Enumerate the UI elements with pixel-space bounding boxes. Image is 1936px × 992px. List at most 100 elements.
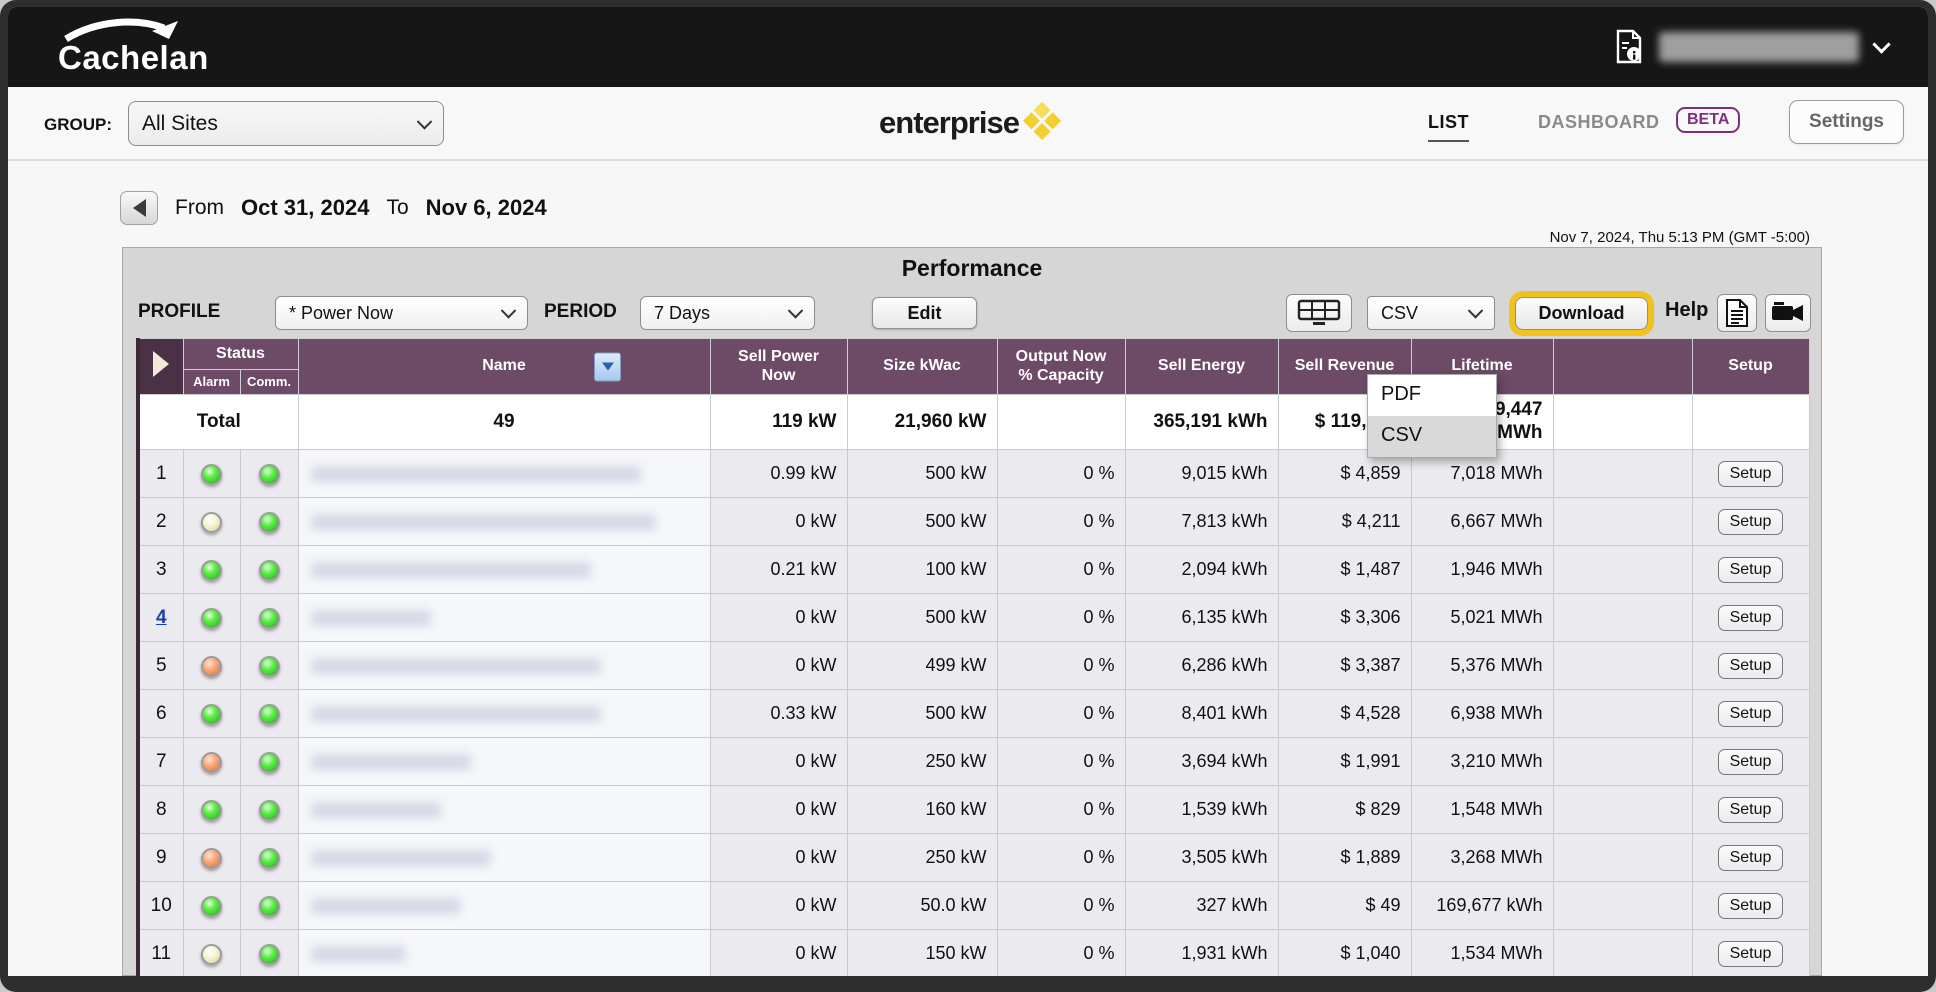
previous-period-button[interactable] — [120, 191, 158, 225]
tab-list[interactable]: LIST — [1428, 112, 1469, 142]
sell-energy-value: 3,505 kWh — [1124, 833, 1279, 883]
alarm-cell — [182, 833, 241, 883]
setup-button[interactable]: Setup — [1717, 604, 1784, 631]
profile-label: PROFILE — [138, 301, 221, 322]
alarm-cell — [182, 881, 241, 931]
spark-column-header — [1552, 337, 1693, 396]
alarm-status-dot — [201, 895, 222, 917]
setup-button[interactable]: Setup — [1717, 508, 1784, 535]
group-select[interactable]: All Sites — [128, 101, 444, 146]
site-name-redacted[interactable] — [297, 689, 711, 739]
alarm-cell — [182, 929, 241, 976]
alarm-cell — [182, 449, 241, 499]
format-option-pdf[interactable]: PDF — [1381, 383, 1421, 405]
tab-dashboard[interactable]: DASHBOARD — [1538, 112, 1660, 132]
edit-button[interactable]: Edit — [872, 297, 977, 329]
document-icon — [1726, 299, 1748, 327]
help-video-button[interactable] — [1765, 294, 1811, 332]
setup-button[interactable]: Setup — [1717, 652, 1784, 679]
setup-cell: Setup — [1691, 833, 1810, 883]
comm-status-dot — [258, 751, 280, 773]
setup-button[interactable]: Setup — [1717, 892, 1784, 919]
lifetime-value: 5,021 MWh — [1410, 593, 1554, 643]
period-select[interactable]: 7 Days — [640, 296, 815, 330]
profile-select[interactable]: * Power Now — [275, 296, 528, 330]
row-number-link[interactable]: 4 — [155, 606, 167, 628]
site-name-redacted[interactable] — [297, 449, 711, 499]
comm-cell — [239, 929, 299, 976]
site-name-redacted[interactable] — [297, 497, 711, 547]
site-name-redacted[interactable] — [297, 881, 711, 931]
alarm-status-dot — [201, 703, 222, 725]
spark-column-cell — [1552, 689, 1693, 739]
setup-cell: Setup — [1691, 785, 1810, 835]
sell-energy-value: 6,286 kWh — [1124, 641, 1279, 691]
sell-revenue-value: $ 829 — [1277, 785, 1412, 835]
sell-power-now-value: 0.33 kW — [709, 689, 848, 739]
cachelan-logo[interactable]: Cachelan — [52, 17, 252, 79]
spark-column-cell — [1552, 641, 1693, 691]
table-view-button[interactable] — [1286, 294, 1352, 332]
setup-button[interactable]: Setup — [1717, 844, 1784, 871]
status-header: Status — [182, 337, 299, 371]
lifetime-value: 5,376 MWh — [1410, 641, 1554, 691]
spark-column-cell — [1552, 737, 1693, 787]
name-sort-button[interactable] — [594, 352, 622, 382]
enterprise-logo-text: enterprise — [879, 105, 1020, 140]
name-blur-overlay — [310, 465, 641, 482]
output-now-value: 0 % — [996, 785, 1126, 835]
enterprise-brand: enterprise — [879, 101, 1062, 141]
setup-button[interactable]: Setup — [1717, 796, 1784, 823]
expand-column-header[interactable] — [137, 337, 184, 396]
setup-button[interactable]: Setup — [1717, 940, 1784, 967]
row-number-cell: 11 — [137, 929, 184, 976]
help-document-button[interactable] — [1717, 294, 1757, 332]
alarm-status-dot — [201, 847, 222, 869]
sort-chevron-icon — [601, 362, 614, 371]
setup-button[interactable]: Setup — [1717, 700, 1784, 727]
sell-energy-value: 2,094 kWh — [1124, 545, 1279, 595]
size-kwac-value: 500 kW — [846, 689, 998, 739]
row-number-cell: 5 — [137, 641, 184, 691]
sell-energy-value: 327 kWh — [1124, 881, 1279, 931]
settings-button[interactable]: Settings — [1789, 100, 1904, 144]
setup-button[interactable]: Setup — [1717, 460, 1784, 487]
total-energy: 365,191 kWh — [1124, 394, 1279, 451]
comm-status-dot — [258, 895, 280, 917]
setup-button[interactable]: Setup — [1717, 556, 1784, 583]
sell-energy-header: Sell Energy — [1124, 337, 1279, 396]
sell-revenue-value: $ 3,387 — [1277, 641, 1412, 691]
site-name-redacted[interactable] — [297, 641, 711, 691]
output-now-value: 0 % — [996, 497, 1126, 547]
sell-power-now-value: 0 kW — [709, 641, 848, 691]
format-select[interactable]: CSV — [1367, 296, 1495, 330]
chevron-down-icon[interactable] — [1872, 34, 1891, 54]
download-button[interactable]: Download — [1515, 297, 1648, 330]
site-name-redacted[interactable] — [297, 929, 711, 976]
spark-column-cell — [1552, 881, 1693, 931]
row-number-cell: 7 — [137, 737, 184, 787]
setup-button[interactable]: Setup — [1717, 748, 1784, 775]
sell-revenue-value: $ 49 — [1277, 881, 1412, 931]
sell-energy-value: 7,813 kWh — [1124, 497, 1279, 547]
size-kwac-value: 150 kW — [846, 929, 998, 976]
row-number: 5 — [155, 654, 167, 676]
row-number-cell: 1 — [137, 449, 184, 499]
format-option-csv[interactable]: CSV — [1368, 416, 1496, 457]
name-blur-overlay — [310, 705, 601, 722]
account-name-redacted[interactable] — [1659, 32, 1859, 62]
comm-cell — [239, 593, 299, 643]
alarm-status-dot — [201, 607, 222, 629]
comm-cell — [239, 689, 299, 739]
site-name-redacted[interactable] — [297, 737, 711, 787]
spark-column-cell — [1552, 497, 1693, 547]
comm-cell — [239, 449, 299, 499]
spark-column-cell — [1552, 785, 1693, 835]
site-name-redacted[interactable] — [297, 785, 711, 835]
site-name-redacted[interactable] — [297, 545, 711, 595]
sell-revenue-value: $ 3,306 — [1277, 593, 1412, 643]
document-info-icon[interactable] — [1615, 29, 1643, 65]
site-name-redacted[interactable] — [297, 833, 711, 883]
site-name-redacted[interactable] — [297, 593, 711, 643]
